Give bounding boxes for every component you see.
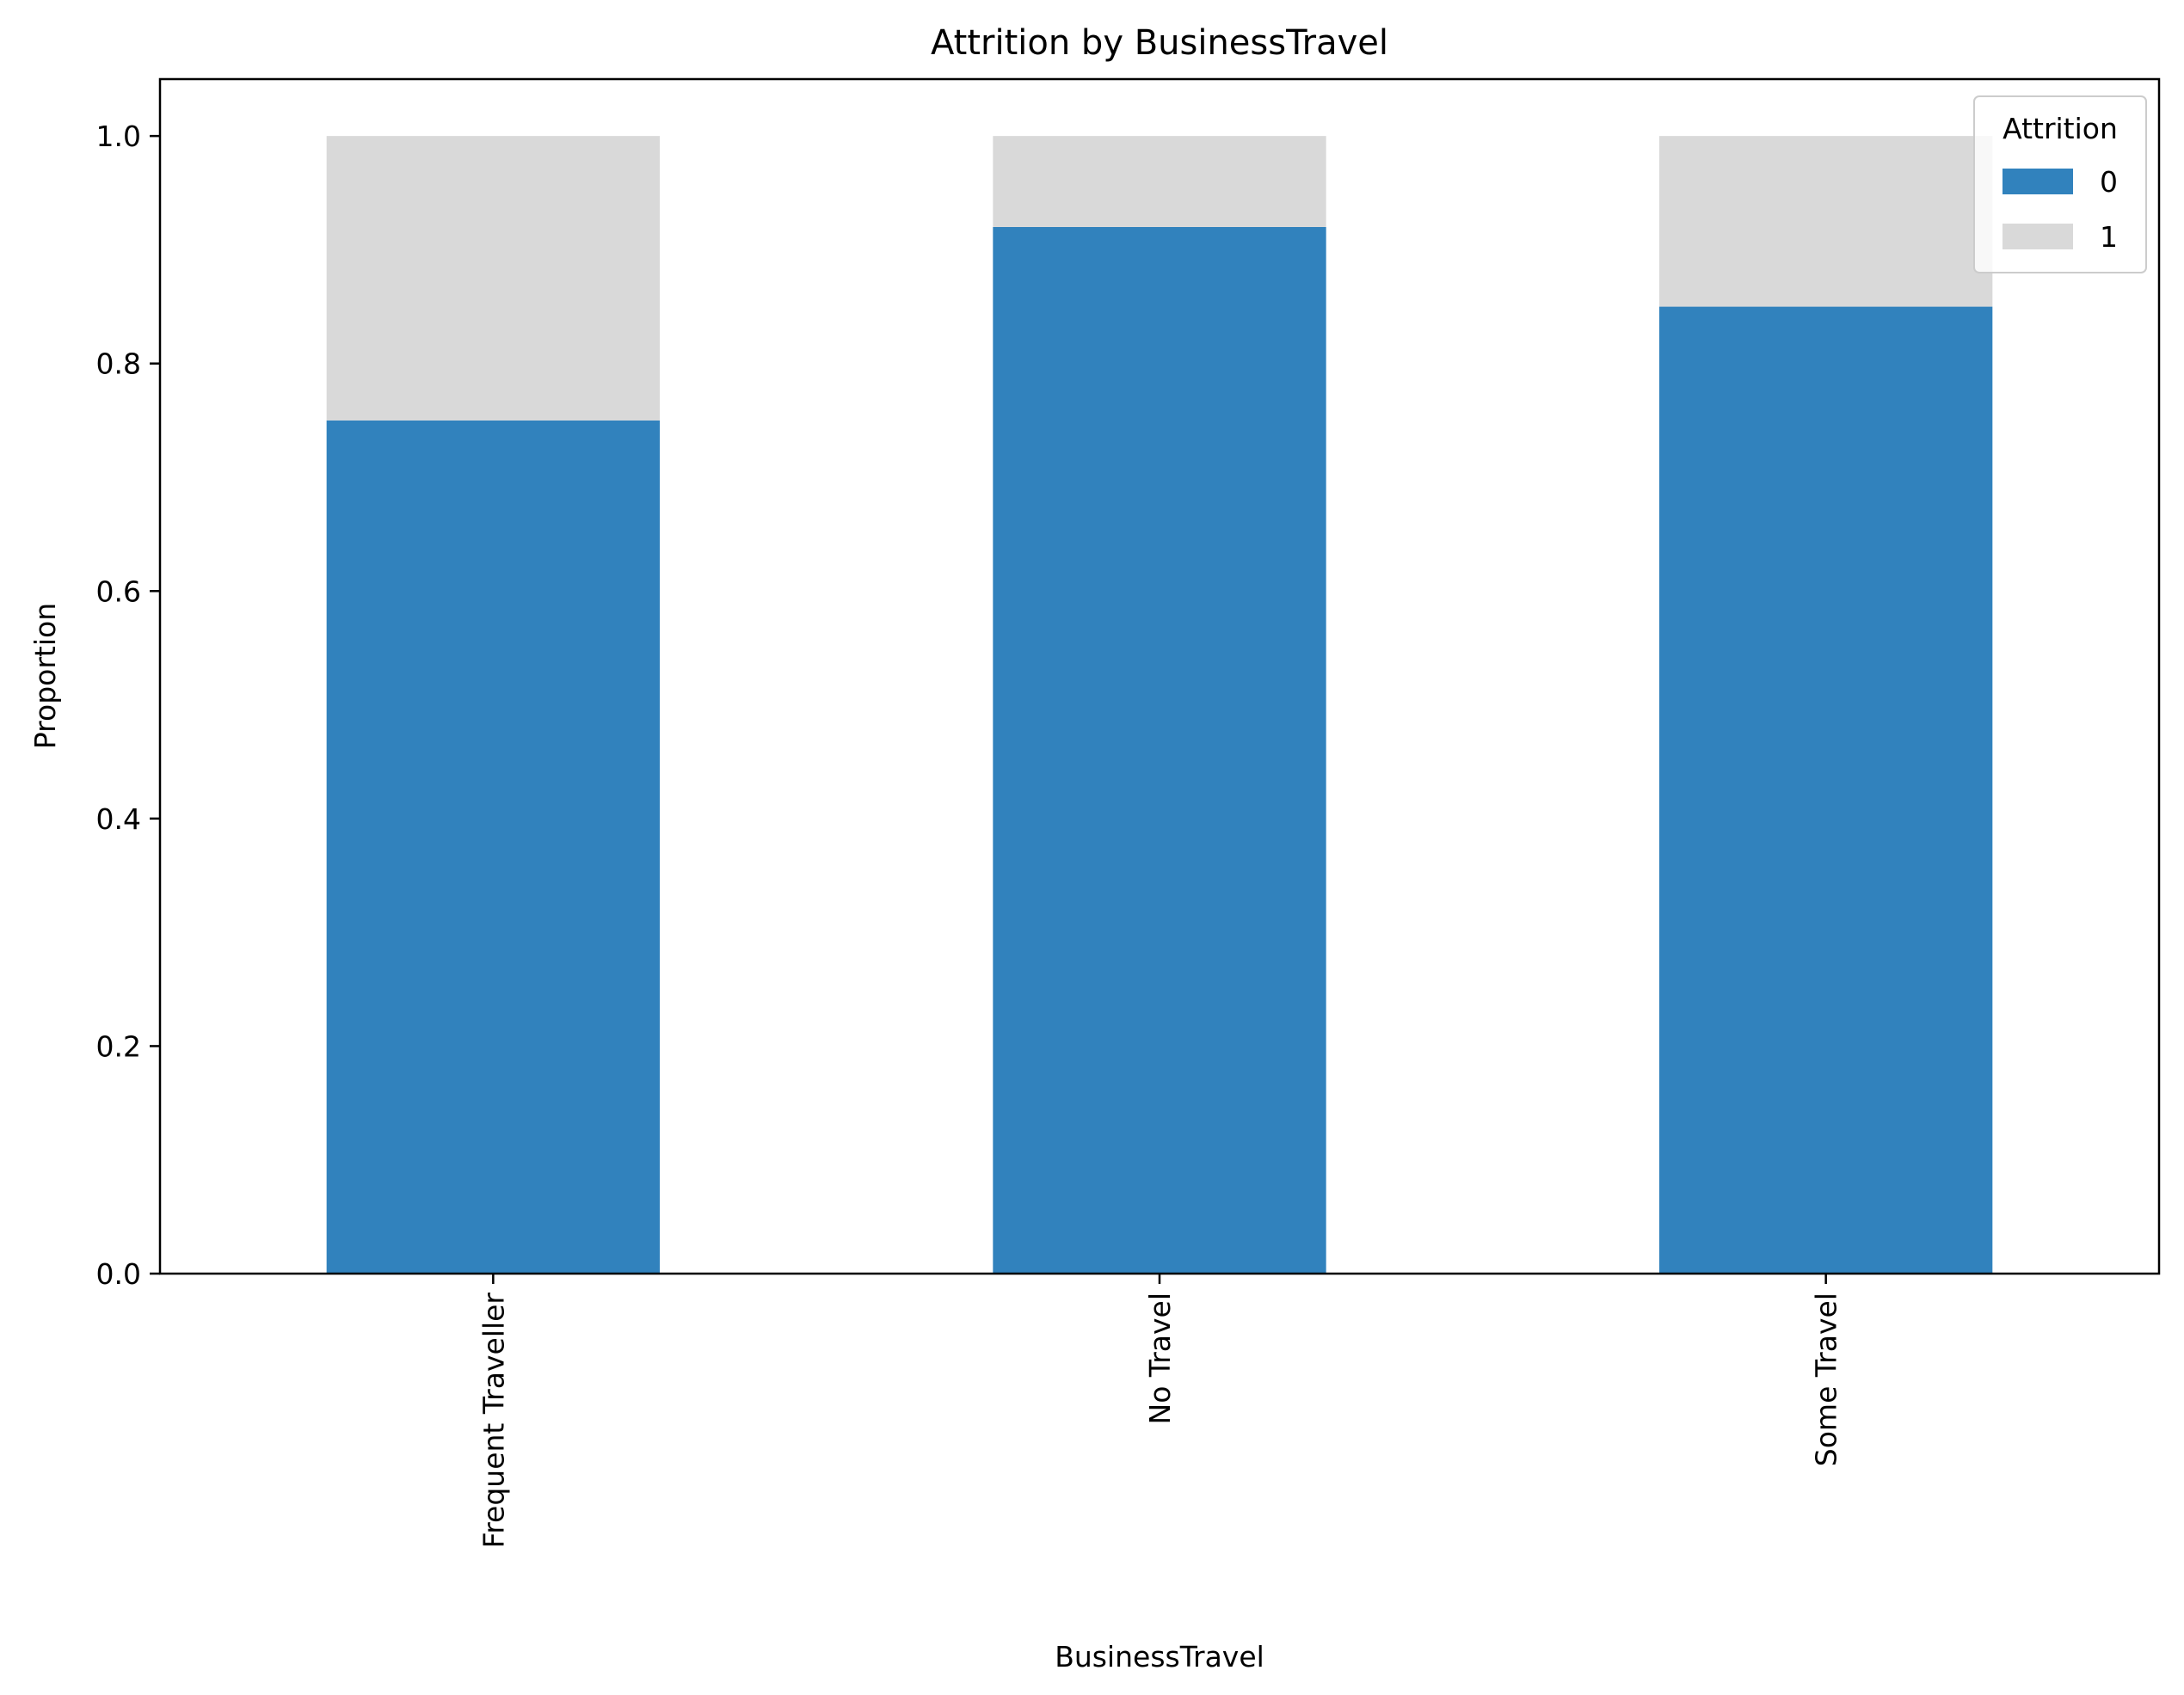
x-axis-title: BusinessTravel [1055, 1640, 1264, 1674]
legend-swatch-series-0 [2003, 169, 2073, 194]
legend-label-series-0: 0 [2100, 165, 2118, 199]
x-tick-label: Frequent Traveller [477, 1293, 510, 1549]
y-tick-label: 0.0 [96, 1257, 141, 1291]
chart-title: Attrition by BusinessTravel [931, 23, 1388, 63]
x-tick-label: Some Travel [1810, 1293, 1843, 1466]
bar-some-travel-series-0 [1659, 306, 1993, 1274]
legend-title: Attrition [2003, 112, 2118, 145]
y-tick-label: 0.2 [96, 1029, 141, 1063]
bars-layer [326, 136, 1993, 1274]
bar-no-travel-series-1 [993, 136, 1326, 227]
y-tick-label: 1.0 [96, 120, 141, 153]
y-tick-label: 0.6 [96, 574, 141, 608]
x-tick-label: No Travel [1143, 1293, 1177, 1424]
bar-frequent-traveller-series-0 [326, 420, 660, 1274]
bar-some-travel-series-1 [1659, 136, 1993, 307]
y-axis: 0.0 0.2 0.4 0.6 0.8 1.0 [96, 120, 160, 1291]
bar-no-travel-series-0 [993, 226, 1326, 1274]
y-tick-label: 0.8 [96, 347, 141, 381]
y-axis-title: Proportion [28, 603, 62, 749]
bar-frequent-traveller-series-1 [326, 136, 660, 421]
legend-label-series-1: 1 [2100, 220, 2118, 254]
y-tick-label: 0.4 [96, 802, 141, 836]
legend: Attrition 0 1 [1973, 95, 2147, 273]
x-axis: Frequent Traveller No Travel Some Travel [477, 1274, 1843, 1548]
legend-swatch-series-1 [2003, 224, 2073, 249]
